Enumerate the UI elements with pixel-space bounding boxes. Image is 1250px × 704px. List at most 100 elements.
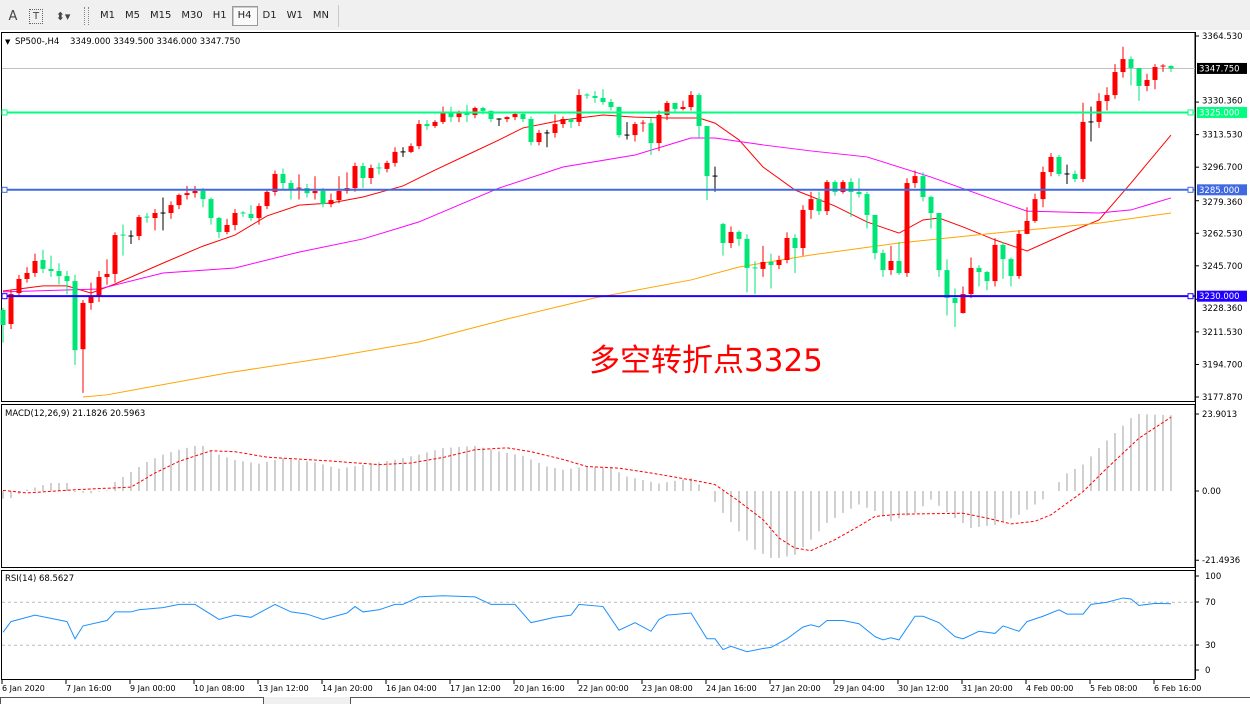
text-label-icon[interactable]: A <box>8 8 18 24</box>
candle[interactable] <box>0 307 6 343</box>
candle[interactable] <box>376 162 382 175</box>
candle[interactable] <box>168 201 174 219</box>
candle[interactable] <box>24 267 30 283</box>
candle[interactable] <box>520 112 526 123</box>
candle[interactable] <box>792 234 798 273</box>
candle[interactable] <box>408 143 414 154</box>
candle[interactable] <box>632 122 638 142</box>
candle[interactable] <box>688 91 694 111</box>
candle[interactable] <box>1152 64 1158 90</box>
candle[interactable] <box>616 106 622 138</box>
candle[interactable] <box>1024 207 1030 235</box>
candle[interactable] <box>864 191 870 229</box>
candle[interactable] <box>128 230 134 244</box>
candle[interactable] <box>1080 102 1086 183</box>
candle[interactable] <box>440 106 446 125</box>
timeframe-m1-button[interactable]: M1 <box>100 10 115 21</box>
candle[interactable] <box>56 263 62 285</box>
candle[interactable] <box>992 238 998 287</box>
candle[interactable] <box>432 120 438 128</box>
candle[interactable] <box>296 174 302 200</box>
candle[interactable] <box>808 191 814 219</box>
candle[interactable] <box>624 122 630 140</box>
candle[interactable] <box>160 197 166 231</box>
candle[interactable] <box>952 288 958 328</box>
candle[interactable] <box>672 102 678 113</box>
candle[interactable] <box>112 232 118 283</box>
candle[interactable] <box>368 164 374 185</box>
candle[interactable] <box>848 178 854 217</box>
timeframe-m30-button[interactable]: M30 <box>181 10 203 21</box>
candle[interactable] <box>880 249 886 277</box>
candle[interactable] <box>784 232 790 264</box>
line-handle[interactable] <box>1187 293 1194 300</box>
candle[interactable] <box>424 120 430 130</box>
candle[interactable] <box>176 193 182 210</box>
candle[interactable] <box>944 259 950 316</box>
candle[interactable] <box>120 224 126 256</box>
candle[interactable] <box>104 259 110 285</box>
candle[interactable] <box>568 118 574 128</box>
candle[interactable] <box>240 211 246 217</box>
candle[interactable] <box>640 120 646 132</box>
candle[interactable] <box>648 118 654 155</box>
candle[interactable] <box>232 209 238 231</box>
candle[interactable] <box>272 170 278 196</box>
candle[interactable] <box>192 185 198 198</box>
candle[interactable] <box>1032 193 1038 223</box>
candle[interactable] <box>584 93 590 99</box>
candle[interactable] <box>1168 65 1174 72</box>
toolbar-grip[interactable] <box>84 7 89 25</box>
candle[interactable] <box>184 185 190 200</box>
candle[interactable] <box>80 300 86 393</box>
candle[interactable] <box>960 286 966 314</box>
timeframe-h1-button[interactable]: H1 <box>212 10 227 21</box>
timeframe-w1-button[interactable]: W1 <box>286 10 303 21</box>
timeframe-m15-button[interactable]: M15 <box>150 10 172 21</box>
candle[interactable] <box>696 93 702 138</box>
candle[interactable] <box>816 191 822 215</box>
candle[interactable] <box>744 234 750 293</box>
candle[interactable] <box>448 106 454 123</box>
candle[interactable] <box>496 118 502 126</box>
candle[interactable] <box>136 214 142 241</box>
candle[interactable] <box>1040 166 1046 208</box>
candle[interactable] <box>728 226 734 248</box>
candle[interactable] <box>736 230 742 246</box>
candle[interactable] <box>1112 64 1118 99</box>
candle[interactable] <box>528 116 534 146</box>
candle[interactable] <box>224 218 230 235</box>
candle[interactable] <box>352 162 358 192</box>
candle[interactable] <box>152 209 158 231</box>
candle[interactable] <box>608 98 614 111</box>
candle[interactable] <box>216 216 222 239</box>
candle[interactable] <box>560 116 566 128</box>
candle[interactable] <box>920 172 926 202</box>
candle[interactable] <box>776 255 782 270</box>
candle[interactable] <box>912 170 918 188</box>
candle[interactable] <box>1048 153 1054 177</box>
line-handle[interactable] <box>1187 109 1194 116</box>
candle[interactable] <box>16 274 22 297</box>
candle[interactable] <box>800 205 806 256</box>
candle[interactable] <box>1160 64 1166 72</box>
line-handle[interactable] <box>1 186 8 193</box>
candle[interactable] <box>248 205 254 221</box>
candle[interactable] <box>936 213 942 277</box>
candle[interactable] <box>656 110 662 152</box>
candle[interactable] <box>1008 257 1014 287</box>
candle[interactable] <box>48 255 54 277</box>
candle[interactable] <box>280 168 286 190</box>
candle[interactable] <box>976 265 982 287</box>
candle[interactable] <box>968 257 974 299</box>
candle[interactable] <box>712 166 718 192</box>
candle[interactable] <box>264 189 270 210</box>
candle[interactable] <box>384 160 390 173</box>
candle[interactable] <box>1128 56 1134 86</box>
candle[interactable] <box>320 187 326 208</box>
candle[interactable] <box>544 129 550 148</box>
candle[interactable] <box>768 253 774 289</box>
candle[interactable] <box>256 203 262 225</box>
line-handle[interactable] <box>1 109 8 116</box>
candle[interactable] <box>984 271 990 291</box>
